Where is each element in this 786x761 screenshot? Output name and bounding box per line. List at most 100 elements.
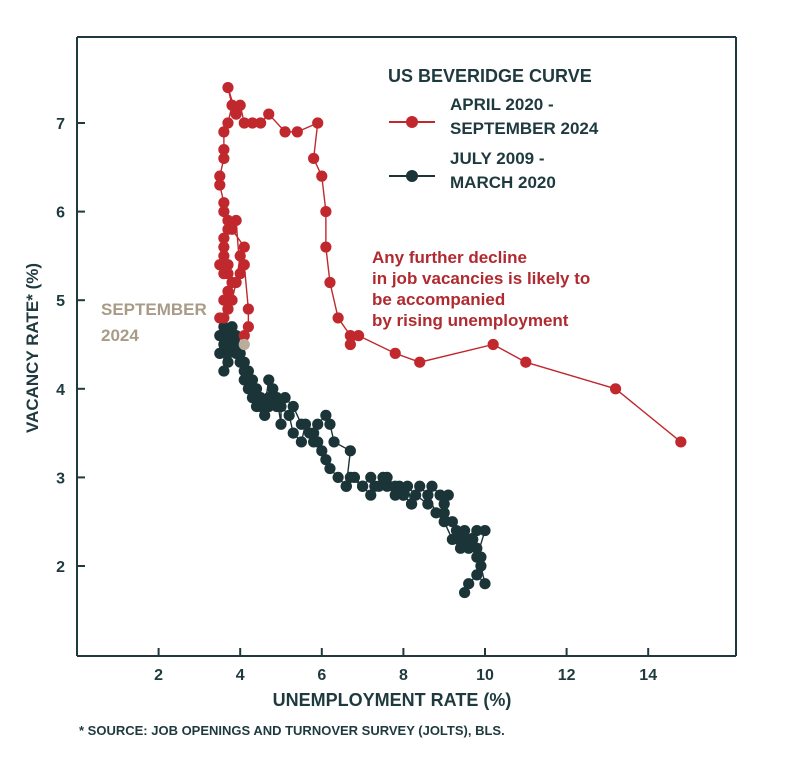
data-point (230, 276, 242, 289)
data-point (479, 578, 491, 590)
data-point (344, 445, 356, 457)
data-point (218, 250, 230, 262)
data-point (463, 542, 475, 554)
data-point (222, 356, 234, 368)
series-apr2020-sep2024 (214, 81, 687, 448)
data-point (238, 117, 250, 129)
data-point (332, 471, 344, 483)
data-point (230, 338, 242, 351)
source-note: * SOURCE: JOB OPENINGS AND TURNOVER SURV… (79, 723, 505, 738)
data-point (381, 480, 393, 492)
data-point (312, 418, 324, 430)
data-point (430, 507, 442, 519)
data-point (218, 338, 230, 351)
data-point (332, 312, 344, 324)
data-point (340, 480, 352, 492)
data-point (471, 569, 483, 581)
legend-label: JULY 2009 - MARCH 2020 (450, 149, 556, 192)
data-point (308, 152, 320, 165)
data-point (295, 436, 307, 448)
data-point (238, 374, 250, 386)
data-point (295, 418, 307, 430)
data-point (344, 330, 356, 342)
data-point (475, 560, 487, 572)
data-point (234, 356, 246, 368)
data-point (255, 117, 267, 129)
x-tick-label: 12 (558, 667, 576, 684)
data-point (312, 117, 324, 129)
data-point (242, 321, 254, 333)
data-point (438, 507, 450, 519)
data-point (373, 480, 385, 492)
legend: APRIL 2020 - SEPTEMBER 2024 JULY 2009 - MAR… (389, 95, 599, 192)
data-point (238, 241, 250, 253)
legend-label-line: APRIL 2020 - (450, 95, 554, 114)
x-tick-label: 10 (476, 667, 494, 684)
data-point (675, 436, 687, 448)
data-point (344, 338, 356, 351)
data-point (255, 392, 267, 404)
data-point (320, 206, 332, 218)
data-point (320, 241, 332, 253)
data-point (226, 99, 238, 111)
legend-item: APRIL 2020 - SEPTEMBER 2024 (389, 95, 599, 138)
data-point (422, 498, 434, 510)
data-point (414, 480, 426, 492)
annotation-line: be accompanied (372, 290, 505, 309)
data-point (479, 524, 491, 537)
data-point (267, 392, 279, 404)
data-point (397, 489, 409, 501)
data-point (246, 374, 259, 386)
data-point (222, 117, 234, 129)
data-point (238, 330, 250, 342)
data-point (230, 347, 242, 359)
data-point (316, 170, 328, 182)
data-point (450, 524, 463, 537)
data-point (218, 126, 230, 138)
data-point (234, 99, 246, 111)
data-point (291, 126, 303, 138)
data-point (218, 152, 230, 165)
legend-marker (406, 170, 418, 182)
data-point (320, 409, 332, 421)
data-point (459, 586, 471, 599)
data-point (324, 462, 336, 475)
data-point (226, 223, 238, 235)
data-point (218, 365, 230, 377)
data-point (471, 551, 483, 563)
series-jul2009-mar2020 (214, 321, 491, 599)
data-point (246, 392, 259, 404)
data-point (214, 179, 226, 191)
y-tick-label: 6 (56, 205, 65, 222)
y-tick-label: 7 (56, 116, 65, 133)
annotation-line: Any further decline (372, 248, 527, 267)
data-point (279, 392, 291, 404)
data-point (459, 524, 471, 537)
x-tick-label: 6 (317, 667, 326, 684)
axis-ticks: 2 4 6 8 10 12 14 2 3 4 5 6 7 (56, 116, 657, 684)
data-point (454, 533, 467, 546)
data-point (263, 400, 275, 413)
data-point (438, 516, 450, 528)
data-point (214, 330, 226, 342)
data-point (222, 268, 234, 280)
data-point (222, 259, 234, 271)
data-point (214, 347, 226, 359)
y-tick-label: 4 (56, 382, 65, 399)
data-point (471, 524, 483, 537)
data-point (328, 436, 340, 448)
data-point (471, 542, 483, 554)
data-point (401, 480, 414, 492)
x-axis-label: UNEMPLOYMENT RATE (%) (273, 690, 512, 710)
data-point (214, 170, 226, 182)
data-point (463, 533, 475, 546)
data-point (463, 578, 475, 590)
annotation-line: by rising unemployment (372, 311, 569, 330)
data-point (446, 533, 458, 546)
data-point (218, 197, 230, 209)
data-point (250, 383, 263, 395)
y-tick-label: 3 (56, 470, 65, 487)
y-tick-label: 5 (56, 293, 65, 310)
legend-label-line: MARCH 2020 (450, 173, 556, 192)
data-point (238, 365, 250, 377)
